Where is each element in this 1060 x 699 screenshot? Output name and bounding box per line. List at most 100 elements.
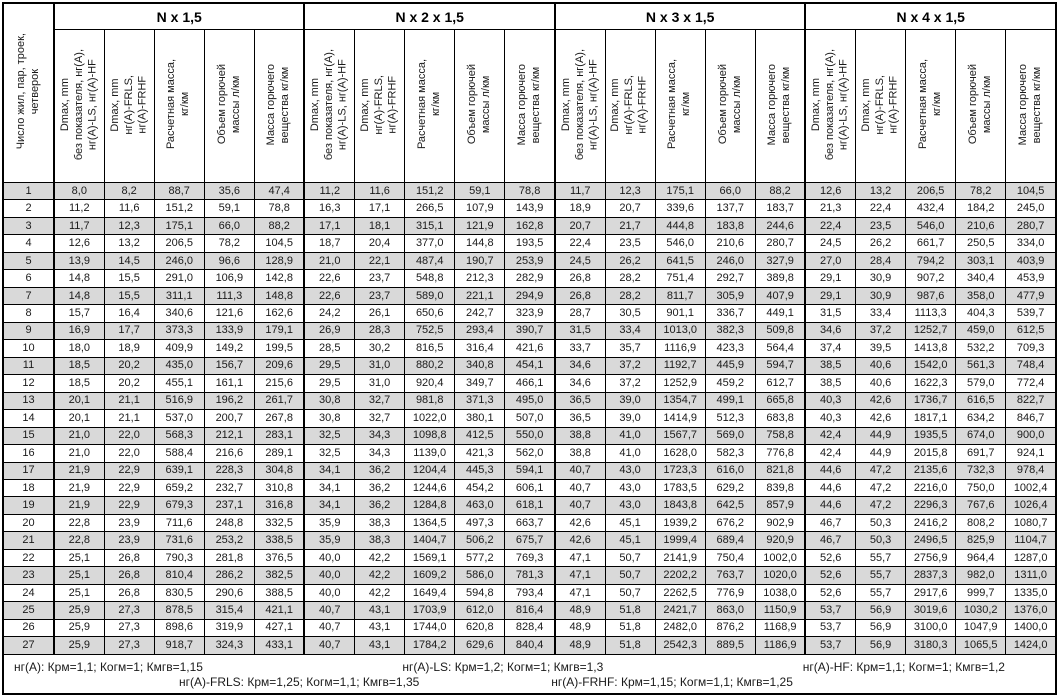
data-cell: 1622,3 [905,374,957,393]
data-cell: 17,7 [103,321,155,341]
data-cell: 26,8 [103,583,155,603]
column-header-label: Dmax, mm нг(A)-FRLS, нг(A)-FRHF [358,74,399,135]
column-header-label: Dmax, mm без показателя, нг(A), нг(A)-LS… [810,48,850,161]
data-cell: 776,9 [704,583,756,603]
data-cell: 45,1 [604,531,656,550]
data-cell: 404,3 [955,304,1007,323]
data-cell: 22,9 [103,478,155,498]
data-cell: 29,5 [303,374,356,393]
data-cell: 16,9 [52,321,105,341]
data-cell: 237,1 [203,496,255,515]
data-cell: 876,2 [704,618,756,638]
data-cell: 44,9 [854,426,907,446]
data-cell: 162,8 [504,216,556,236]
data-cell: 3019,6 [905,601,957,620]
data-cell: 15,5 [103,269,155,288]
data-cell: 242,7 [454,304,506,323]
data-cell: 507,0 [504,409,556,428]
data-cell: 642,5 [704,496,756,515]
data-cell: 17,1 [354,199,406,218]
data-cell: 650,6 [404,304,456,323]
table-row: 6 14,8 15,5 291,0 106,9 142,8 22,6 23,7 548,8 212… [2,269,1057,288]
data-cell: 199,5 [253,339,305,358]
table-row: 23 25,1 26,8 810,4 286,2 382,5 40,0 42,2 1609,2 5… [2,566,1057,585]
data-cell: 43,1 [354,618,406,638]
table-row: 16 21,0 22,0 588,4 216,6 289,1 32,5 34,3 1139,0 4… [2,444,1057,463]
data-cell: 56,9 [854,618,907,638]
column-header-label: Расчетная масса, кг/км [666,59,693,150]
data-cell: 811,7 [654,286,706,306]
data-cell: 29,5 [303,356,356,376]
data-cell: 36,2 [354,496,406,515]
data-cell: 1252,9 [654,374,706,393]
data-cell: 816,4 [504,601,556,620]
table-row: 22 25,1 26,8 790,3 281,8 376,5 40,0 42,2 1569,1 5… [2,548,1057,568]
column-header-label: Масса горючего вещества кг/км [265,63,292,146]
data-cell: 616,0 [704,461,756,480]
data-cell: 455,1 [153,374,205,393]
data-cell: 20,2 [103,356,155,376]
data-cell: 11,2 [303,181,356,201]
data-cell: 1354,7 [654,391,706,411]
row-number: 13 [2,391,55,411]
data-cell: 161,1 [203,374,255,393]
data-cell: 569,0 [704,426,756,446]
data-cell: 403,9 [1005,251,1057,271]
data-cell: 15,7 [52,304,105,323]
data-cell: 11,6 [103,199,155,218]
data-cell: 32,5 [303,426,356,446]
data-cell: 41,0 [604,444,656,463]
data-cell: 316,4 [454,339,506,358]
data-cell: 901,1 [654,304,706,323]
data-cell: 20,1 [52,409,105,428]
data-cell: 40,7 [553,478,606,498]
data-cell: 594,1 [504,461,556,480]
data-cell: 42,2 [354,548,406,568]
data-cell: 133,9 [203,321,255,341]
data-cell: 964,4 [955,548,1007,568]
data-cell: 48,9 [553,636,606,655]
data-cell: 21,0 [52,426,105,446]
data-cell: 104,5 [253,234,305,253]
data-cell: 53,7 [804,636,857,655]
row-number: 23 [2,566,55,585]
data-cell: 487,4 [404,251,456,271]
data-cell: 612,0 [454,601,506,620]
data-cell: 445,3 [454,461,506,480]
data-cell: 612,5 [1005,321,1057,341]
data-cell: 748,4 [1005,356,1057,376]
data-cell: 338,5 [253,531,305,550]
data-cell: 390,7 [504,321,556,341]
data-cell: 769,3 [504,548,556,568]
data-cell: 30,9 [854,286,907,306]
data-cell: 1113,3 [905,304,957,323]
index-column-header: Число жил, пар, троек, четверок [2,2,55,183]
data-cell: 42,6 [553,531,606,550]
data-cell: 245,0 [1005,199,1057,218]
column-header-label: Dmax, mm без показателя, нг(A), нг(A)-LS… [58,48,99,161]
data-cell: 121,6 [203,304,255,323]
data-cell: 382,5 [253,566,305,585]
data-cell: 18,9 [103,339,155,358]
column-header: Масса горючего вещества кг/км [1005,29,1057,183]
column-header: Масса горючего вещества кг/км [754,29,806,183]
data-cell: 183,7 [754,199,806,218]
data-cell: 21,0 [52,444,105,463]
data-cell: 1744,0 [404,618,456,638]
data-cell: 376,5 [253,548,305,568]
data-cell: 11,6 [354,181,406,201]
data-cell: 253,9 [504,251,556,271]
data-cell: 50,7 [604,548,656,568]
data-cell: 20,2 [103,374,155,393]
data-cell: 1030,2 [955,601,1007,620]
data-cell: 2482,0 [654,618,706,638]
data-cell: 34,1 [303,461,356,480]
data-cell: 50,3 [854,513,907,533]
data-cell: 31,0 [354,374,406,393]
data-cell: 21,1 [103,409,155,428]
data-cell: 40,6 [854,356,907,376]
data-cell: 1002,4 [1005,478,1057,498]
data-cell: 454,1 [504,356,556,376]
data-cell: 781,3 [504,566,556,585]
